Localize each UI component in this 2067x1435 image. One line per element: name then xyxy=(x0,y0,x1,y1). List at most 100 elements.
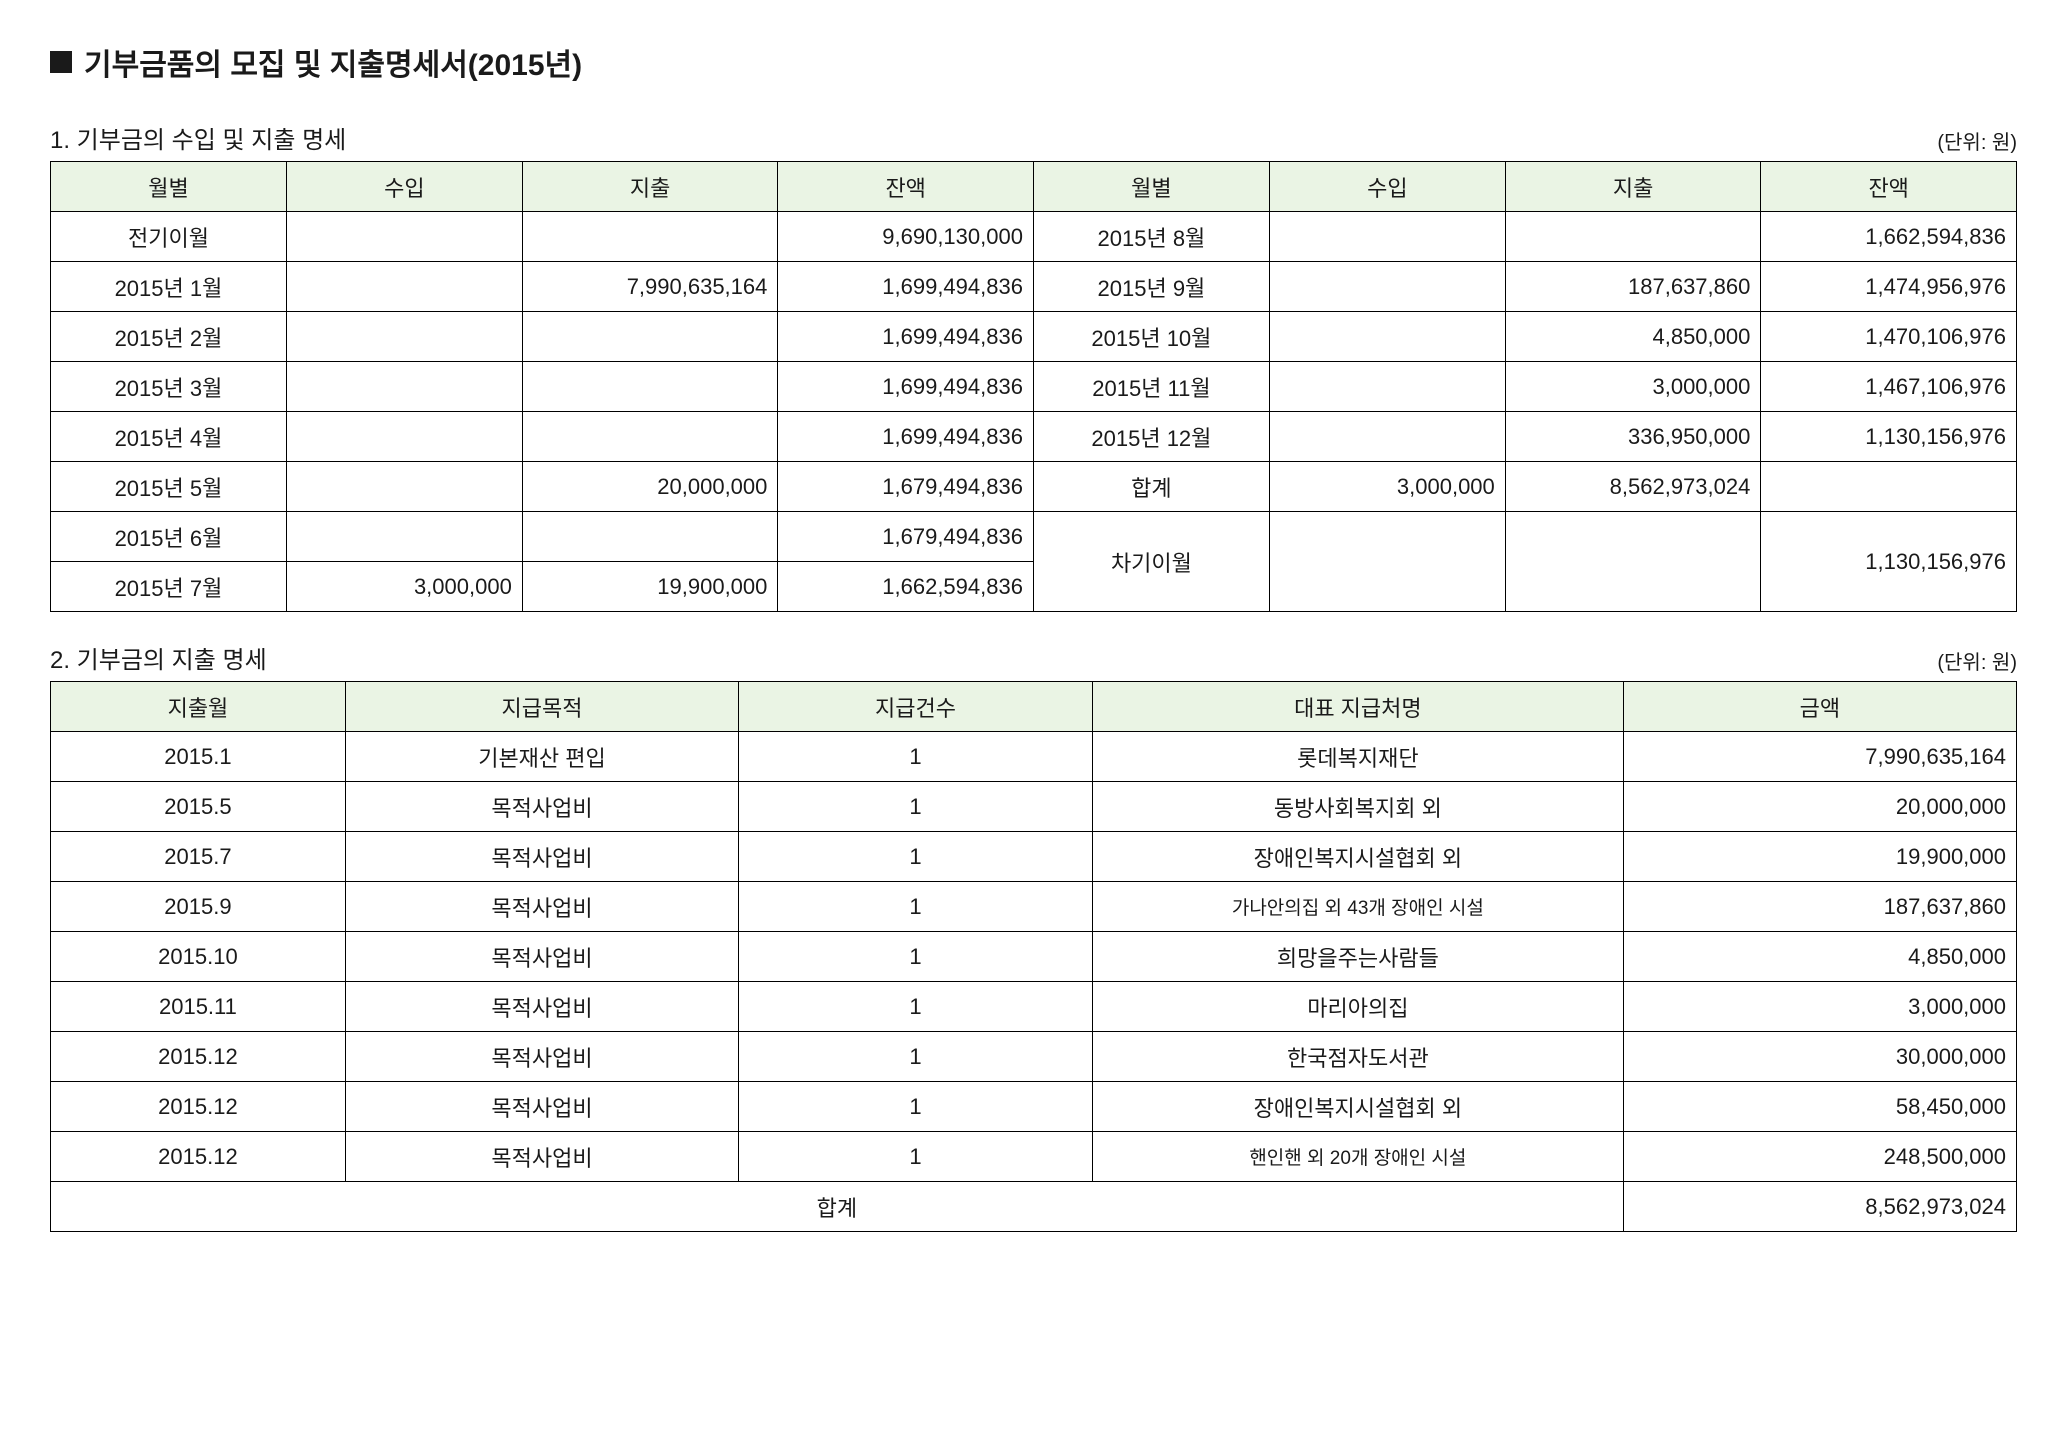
cell-amount: 30,000,000 xyxy=(1623,1032,2016,1082)
cell-amount: 19,900,000 xyxy=(1623,832,2016,882)
cell-expense: 19,900,000 xyxy=(522,562,778,612)
cell-month: 2015년 2월 xyxy=(51,312,287,362)
cell-expense xyxy=(522,212,778,262)
cell-purpose: 기본재산 편입 xyxy=(345,732,738,782)
cell-income xyxy=(286,462,522,512)
table2-h2: 지급건수 xyxy=(739,682,1093,732)
cell-count: 1 xyxy=(739,932,1093,982)
cell-income xyxy=(286,312,522,362)
title-text: 기부금품의 모집 및 지출명세서(2015년) xyxy=(84,40,582,84)
cell-balance: 1,467,106,976 xyxy=(1761,362,2017,412)
cell-purpose: 목적사업비 xyxy=(345,1082,738,1132)
cell-count: 1 xyxy=(739,1132,1093,1182)
table-row: 2015.9목적사업비1가나안의집 외 43개 장애인 시설187,637,86… xyxy=(51,882,2017,932)
cell-amount: 4,850,000 xyxy=(1623,932,2016,982)
table-row: 2015년 4월1,699,494,8362015년 12월336,950,00… xyxy=(51,412,2017,462)
document-title: 기부금품의 모집 및 지출명세서(2015년) xyxy=(50,40,2017,84)
cell-expense: 336,950,000 xyxy=(1505,412,1761,462)
table-row: 2015년 5월20,000,0001,679,494,836합계3,000,0… xyxy=(51,462,2017,512)
cell-amount: 20,000,000 xyxy=(1623,782,2016,832)
table1-h7: 잔액 xyxy=(1761,162,2017,212)
table-row: 2015년 3월1,699,494,8362015년 11월3,000,0001… xyxy=(51,362,2017,412)
cell-income xyxy=(1269,212,1505,262)
cell-month: 2015년 11월 xyxy=(1033,362,1269,412)
carry-forward-label: 차기이월 xyxy=(1033,512,1269,612)
table-row: 2015.10목적사업비1희망을주는사람들4,850,000 xyxy=(51,932,2017,982)
cell-balance: 1,699,494,836 xyxy=(778,362,1034,412)
cell-income xyxy=(1269,362,1505,412)
cell-month: 2015년 8월 xyxy=(1033,212,1269,262)
table1-h0: 월별 xyxy=(51,162,287,212)
cell-expense: 7,990,635,164 xyxy=(522,262,778,312)
cell-expense xyxy=(1505,512,1761,612)
cell-month: 2015.12 xyxy=(51,1032,346,1082)
table-row: 2015년 1월7,990,635,1641,699,494,8362015년 … xyxy=(51,262,2017,312)
cell-income: 3,000,000 xyxy=(1269,462,1505,512)
cell-purpose: 목적사업비 xyxy=(345,1132,738,1182)
income-expense-table: 월별 수입 지출 잔액 월별 수입 지출 잔액 전기이월9,690,130,00… xyxy=(50,161,2017,612)
cell-amount: 7,990,635,164 xyxy=(1623,732,2016,782)
cell-purpose: 목적사업비 xyxy=(345,782,738,832)
cell-purpose: 목적사업비 xyxy=(345,1032,738,1082)
cell-balance: 1,679,494,836 xyxy=(778,462,1034,512)
cell-income xyxy=(1269,312,1505,362)
cell-income xyxy=(286,262,522,312)
cell-purpose: 목적사업비 xyxy=(345,832,738,882)
cell-expense: 187,637,860 xyxy=(1505,262,1761,312)
cell-amount: 187,637,860 xyxy=(1623,882,2016,932)
cell-expense xyxy=(522,412,778,462)
cell-income xyxy=(286,362,522,412)
cell-amount: 3,000,000 xyxy=(1623,982,2016,1032)
cell-payee: 장애인복지시설협회 외 xyxy=(1092,1082,1623,1132)
cell-balance: 1,699,494,836 xyxy=(778,262,1034,312)
cell-income xyxy=(1269,262,1505,312)
cell-balance: 1,662,594,836 xyxy=(1761,212,2017,262)
cell-month: 2015년 10월 xyxy=(1033,312,1269,362)
cell-purpose: 목적사업비 xyxy=(345,882,738,932)
table-row: 2015.12목적사업비1한국점자도서관30,000,000 xyxy=(51,1032,2017,1082)
cell-payee: 장애인복지시설협회 외 xyxy=(1092,832,1623,882)
cell-balance: 1,130,156,976 xyxy=(1761,412,2017,462)
cell-balance: 9,690,130,000 xyxy=(778,212,1034,262)
table-row: 2015년 6월1,679,494,836차기이월1,130,156,976 xyxy=(51,512,2017,562)
cell-amount: 248,500,000 xyxy=(1623,1132,2016,1182)
cell-balance: 1,699,494,836 xyxy=(778,412,1034,462)
table2-h4: 금액 xyxy=(1623,682,2016,732)
table2-h1: 지급목적 xyxy=(345,682,738,732)
cell-month: 합계 xyxy=(1033,462,1269,512)
total-amount: 8,562,973,024 xyxy=(1623,1182,2016,1232)
cell-income xyxy=(1269,512,1505,612)
cell-month: 2015.12 xyxy=(51,1082,346,1132)
cell-expense: 3,000,000 xyxy=(1505,362,1761,412)
cell-payee: 희망을주는사람들 xyxy=(1092,932,1623,982)
cell-month: 2015년 12월 xyxy=(1033,412,1269,462)
cell-expense xyxy=(522,362,778,412)
cell-count: 1 xyxy=(739,882,1093,932)
cell-payee: 롯데복지재단 xyxy=(1092,732,1623,782)
cell-count: 1 xyxy=(739,1082,1093,1132)
cell-payee: 가나안의집 외 43개 장애인 시설 xyxy=(1092,882,1623,932)
cell-amount: 58,450,000 xyxy=(1623,1082,2016,1132)
cell-balance: 1,474,956,976 xyxy=(1761,262,2017,312)
cell-balance: 1,679,494,836 xyxy=(778,512,1034,562)
cell-month: 전기이월 xyxy=(51,212,287,262)
table2-header-row: 지출월 지급목적 지급건수 대표 지급처명 금액 xyxy=(51,682,2017,732)
table2-h3: 대표 지급처명 xyxy=(1092,682,1623,732)
section2-unit: (단위: 원) xyxy=(1937,646,2017,675)
cell-payee: 동방사회복지회 외 xyxy=(1092,782,1623,832)
cell-count: 1 xyxy=(739,1032,1093,1082)
cell-expense xyxy=(522,312,778,362)
cell-count: 1 xyxy=(739,732,1093,782)
table1-h4: 월별 xyxy=(1033,162,1269,212)
table-row: 2015.12목적사업비1장애인복지시설협회 외58,450,000 xyxy=(51,1082,2017,1132)
table-row: 2015.5목적사업비1동방사회복지회 외20,000,000 xyxy=(51,782,2017,832)
cell-purpose: 목적사업비 xyxy=(345,932,738,982)
cell-income xyxy=(286,212,522,262)
title-bullet-icon xyxy=(50,51,72,73)
cell-month: 2015.1 xyxy=(51,732,346,782)
section2-heading: 2. 기부금의 지출 명세 xyxy=(50,640,267,675)
table-row: 2015.11목적사업비1마리아의집3,000,000 xyxy=(51,982,2017,1032)
section1-heading: 1. 기부금의 수입 및 지출 명세 xyxy=(50,120,346,155)
cell-month: 2015년 7월 xyxy=(51,562,287,612)
table-row: 2015년 2월1,699,494,8362015년 10월4,850,0001… xyxy=(51,312,2017,362)
